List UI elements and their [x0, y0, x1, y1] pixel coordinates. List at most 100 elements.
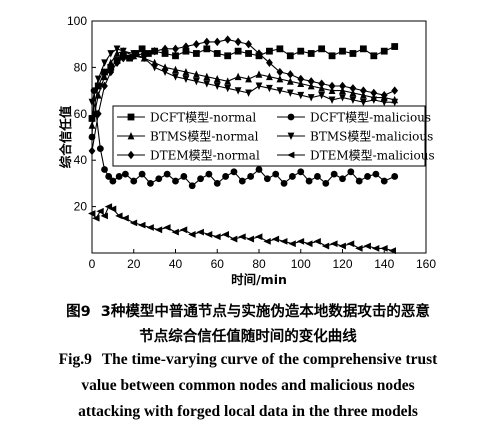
data-point [94, 75, 102, 83]
series-2 [88, 87, 399, 190]
legend-marker [127, 132, 135, 140]
data-point [339, 175, 346, 183]
y-tick-label: 80 [74, 60, 88, 74]
caption-en-text1: The time-varying curve of the comprehens… [101, 351, 438, 368]
data-point [372, 170, 380, 178]
data-point [297, 47, 305, 55]
series-6 [88, 203, 396, 255]
data-point [94, 109, 102, 118]
x-tick-label: 20 [127, 257, 141, 271]
legend-label: BTMS模型-malicious [310, 130, 433, 144]
data-point [266, 58, 273, 67]
legend: DCFT模型-normal DCFT模型-malicious BTMS模型-norm… [112, 105, 435, 167]
data-point [349, 50, 357, 57]
data-point [203, 72, 211, 81]
figure-label-en: Fig.9 [58, 351, 92, 368]
data-point [94, 82, 102, 90]
x-tick-label: 160 [416, 257, 436, 271]
data-point [180, 173, 188, 180]
data-point [339, 86, 346, 94]
data-point [213, 82, 221, 90]
data-point [276, 45, 284, 53]
data-point [130, 51, 138, 60]
legend-label: DCFT模型-normal [150, 111, 256, 125]
axis-ticks: 0 20 40 60 80 100 120 140 160 20 40 60 80 100 [67, 14, 436, 271]
data-point [286, 89, 294, 97]
data-point [182, 42, 190, 51]
data-point [370, 52, 378, 60]
data-point [238, 233, 246, 241]
data-point [286, 70, 294, 79]
data-point [138, 221, 146, 229]
legend-entry: DCFT模型-malicious [277, 111, 431, 125]
data-point [203, 45, 211, 53]
data-point [234, 72, 242, 81]
caption-zh-text1: 3种模型中普通节点与实施伪造本地数据攻击的恶意 [100, 304, 430, 320]
series-line [91, 48, 395, 103]
x-tick-label: 100 [291, 257, 311, 271]
series-5 [88, 35, 399, 156]
data-point [188, 231, 196, 238]
data-point [224, 52, 232, 60]
data-point [307, 94, 315, 102]
data-point [107, 58, 115, 67]
data-point [154, 226, 163, 234]
data-point [140, 54, 148, 63]
data-point [349, 88, 357, 97]
data-point [101, 166, 108, 173]
caption-zh-line2: 节点综合信任值随时间的变化曲线 [139, 329, 357, 345]
legend-entry: DTEM模型-malicious [277, 149, 435, 163]
data-point [359, 86, 367, 95]
data-point [255, 233, 263, 241]
y-tick-label: 100 [67, 14, 87, 28]
data-point [213, 50, 221, 57]
data-point [255, 70, 263, 78]
data-point [222, 173, 230, 180]
y-axis-label: 综合信任值 [58, 105, 73, 168]
data-point [147, 180, 154, 187]
data-point [355, 177, 363, 185]
data-point [213, 37, 221, 47]
data-point [119, 53, 127, 63]
data-point [245, 50, 252, 57]
data-point [288, 240, 296, 248]
data-point [380, 244, 388, 252]
data-point [163, 224, 171, 231]
data-point [380, 177, 388, 185]
caption-en-line2: value between common nodes and malicious… [81, 377, 415, 394]
data-point [100, 212, 108, 220]
series-line [91, 205, 393, 252]
data-point [179, 226, 188, 234]
data-point [126, 54, 133, 62]
data-point [161, 68, 169, 77]
data-point [371, 244, 380, 252]
x-tick-label: 140 [374, 257, 394, 271]
x-tick-label: 60 [211, 257, 225, 271]
data-point [172, 177, 179, 185]
data-point [286, 52, 294, 60]
data-point [328, 52, 336, 60]
data-point [380, 98, 388, 107]
data-point [370, 88, 378, 98]
figure-label-zh: 图9 [66, 304, 91, 320]
data-point [307, 81, 315, 90]
data-point [339, 47, 346, 55]
series-4 [88, 45, 399, 107]
data-point [144, 50, 152, 57]
data-point [172, 44, 179, 54]
data-point [182, 68, 190, 76]
data-point [359, 91, 367, 99]
legend-label: DTEM模型-malicious [310, 149, 435, 163]
data-point [115, 173, 123, 180]
data-point [101, 81, 108, 91]
data-point [171, 228, 179, 236]
data-point [318, 91, 326, 100]
data-point [140, 49, 148, 58]
axis-labels: 时间/min 综合信任值 [58, 105, 287, 287]
legend-marker [127, 113, 135, 121]
legend-marker [287, 113, 295, 121]
data-point [349, 84, 357, 93]
data-point [266, 84, 273, 93]
data-point [224, 84, 232, 93]
data-point [339, 94, 346, 102]
